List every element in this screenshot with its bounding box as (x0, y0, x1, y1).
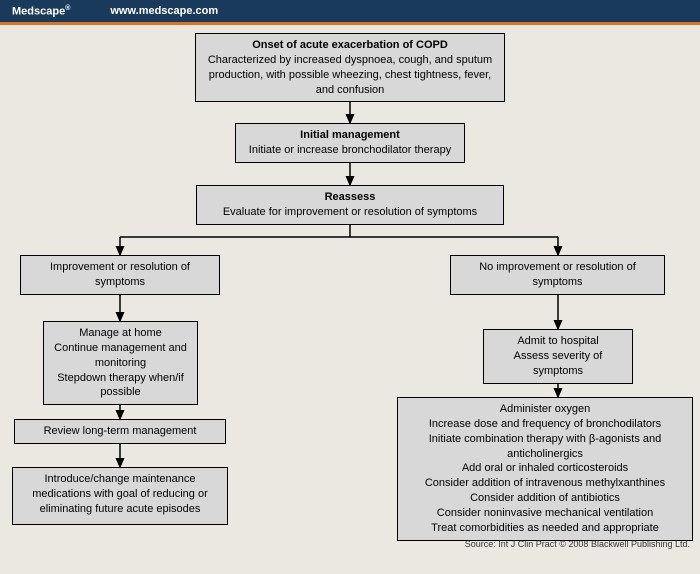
brand-label: Medscape® (12, 5, 70, 18)
node-admit: Admit to hospitalAssess severity of symp… (483, 329, 633, 384)
node-introduce: Introduce/change maintenance medications… (12, 467, 228, 525)
node-reassess: ReassessEvaluate for improvement or reso… (196, 185, 504, 225)
reg-mark: ® (65, 5, 70, 12)
source-footer: Source: Int J Clin Pract © 2008 Blackwel… (465, 539, 690, 549)
header-bar: Medscape® www.medscape.com (0, 0, 700, 22)
flowchart-canvas: Onset of acute exacerbation of COPDChara… (0, 25, 700, 553)
node-improve: Improvement or resolution of symptoms (20, 255, 220, 295)
node-review: Review long-term management (14, 419, 226, 444)
brand-text: Medscape (12, 5, 65, 17)
node-onset: Onset of acute exacerbation of COPDChara… (195, 33, 505, 102)
node-administer: Administer oxygenIncrease dose and frequ… (397, 397, 693, 541)
node-noimprove: No improvement or resolution of symptoms (450, 255, 665, 295)
header-url: www.medscape.com (110, 5, 218, 17)
node-initial: Initial managementInitiate or increase b… (235, 123, 465, 163)
node-manage: Manage at homeContinue management and mo… (43, 321, 198, 405)
